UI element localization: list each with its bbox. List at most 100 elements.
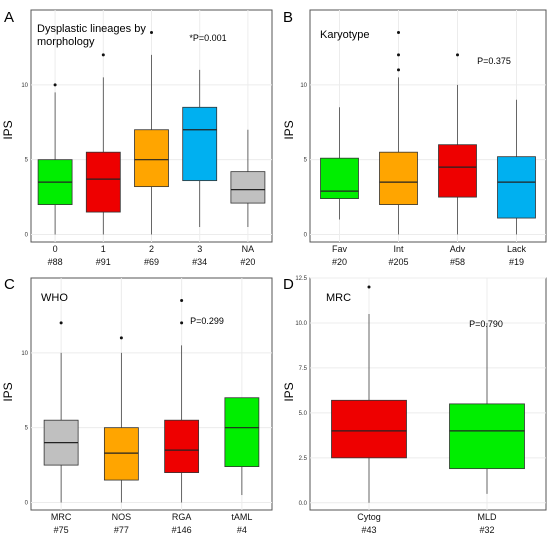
y-tick-label: 5 [25, 158, 29, 164]
box-lack [497, 99, 536, 235]
plot-frame [309, 277, 547, 511]
box-fav [320, 107, 359, 220]
count-label: #88 [48, 257, 63, 267]
outlier-point [101, 53, 105, 57]
category-label: MRC [51, 512, 72, 522]
outlier-point [150, 30, 153, 34]
box-1 [85, 53, 121, 235]
outlier-point [53, 83, 57, 87]
y-axis-label: IPS [282, 120, 296, 139]
panel-title: Dysplastic lineages by [37, 23, 146, 35]
count-label: #19 [509, 257, 524, 267]
y-tick-label: 5 [25, 426, 29, 432]
box-cytog [331, 285, 407, 503]
y-axis-label: IPS [1, 120, 15, 139]
category-label: 2 [149, 244, 154, 254]
category-label: Adv [450, 244, 466, 254]
iqr-box [331, 399, 407, 459]
panel-a: A 0 5 10 IPS Dysplastic lineages bymorphology… [1, 9, 273, 267]
iqr-box [320, 157, 359, 199]
box-nos [103, 336, 139, 503]
count-label: #58 [450, 257, 465, 267]
box-na [230, 129, 266, 228]
iqr-box [182, 106, 218, 182]
category-label: tAML [231, 512, 252, 522]
y-tick-label: 10 [21, 351, 28, 357]
outlier-point [397, 53, 400, 57]
outlier-point [180, 298, 184, 302]
count-label: #34 [192, 257, 207, 267]
count-label: #20 [240, 257, 255, 267]
iqr-box [438, 144, 477, 198]
box-rga [164, 298, 200, 503]
outlier-point [397, 30, 400, 34]
box-mrc [43, 321, 79, 503]
panel-title: morphology [37, 36, 95, 48]
iqr-box [85, 151, 121, 213]
panel-title: WHO [41, 292, 68, 304]
count-label: #77 [114, 525, 129, 535]
y-axis-label: IPS [282, 382, 296, 401]
panel-c: C 0 5 10 IPS WHO P=0.299 MRC #75 NOS #77 RGA #146 tAM… [1, 276, 273, 535]
box-mld [449, 322, 525, 494]
iqr-box [134, 129, 169, 188]
p-value: P=0.299 [190, 316, 224, 326]
y-tick-label: 5 [304, 158, 308, 164]
category-label: NA [242, 244, 255, 254]
p-value: P=0.375 [477, 56, 511, 66]
outlier-point [59, 321, 63, 325]
count-label: #69 [144, 257, 159, 267]
box-0 [37, 83, 73, 235]
category-label: Cytog [357, 512, 381, 522]
panel-letter: B [283, 9, 293, 26]
category-label: MLD [477, 512, 497, 522]
y-tick-label: 10.0 [295, 321, 307, 327]
y-tick-label: 0 [304, 233, 308, 239]
category-label: Fav [332, 244, 348, 254]
box-adv [438, 53, 477, 235]
count-label: #146 [172, 525, 192, 535]
y-tick-label: 5.0 [299, 411, 308, 417]
panel-title: MRC [326, 292, 351, 304]
iqr-box [449, 403, 525, 470]
panel-letter: A [4, 9, 14, 26]
y-tick-label: 0 [25, 233, 29, 239]
iqr-box [103, 427, 139, 481]
plot-frame [30, 277, 273, 511]
panel-title: Karyotype [320, 29, 370, 41]
count-label: #91 [96, 257, 111, 267]
box-2 [134, 30, 169, 235]
y-tick-label: 0 [25, 501, 29, 507]
iqr-box [230, 171, 266, 204]
count-label: #43 [361, 525, 376, 535]
p-value: P=0.790 [469, 319, 503, 329]
count-label: #20 [332, 257, 347, 267]
count-label: #75 [54, 525, 69, 535]
panel-letter: D [283, 276, 294, 293]
y-tick-label: 7.5 [299, 366, 308, 372]
y-tick-label: 12.5 [295, 276, 307, 282]
outlier-point [180, 321, 184, 325]
count-label: #205 [388, 257, 408, 267]
outlier-point [367, 285, 371, 289]
category-label: 3 [197, 244, 202, 254]
y-tick-label: 10 [21, 83, 28, 89]
outlier-point [456, 53, 459, 57]
iqr-box [164, 419, 200, 473]
iqr-box [379, 151, 418, 205]
category-label: NOS [112, 512, 132, 522]
y-tick-label: 2.5 [299, 456, 308, 462]
category-label: Lack [507, 244, 527, 254]
panel-d: D 0.0 2.5 5.0 7.5 10.0 12.5 IPS MRC P=0.790 Cytog #… [282, 276, 547, 535]
category-label: 0 [53, 244, 58, 254]
iqr-box [224, 397, 260, 467]
iqr-box [497, 156, 536, 219]
panel-letter: C [4, 276, 15, 293]
box-int [379, 30, 418, 235]
count-label: #4 [237, 525, 247, 535]
outlier-point [119, 336, 123, 340]
box-3 [182, 69, 218, 228]
y-tick-label: 0.0 [299, 501, 308, 507]
panel-b: B 0 5 10 IPS Karyotype P=0.375 Fav #20 Int #205 Adv… [282, 9, 547, 267]
